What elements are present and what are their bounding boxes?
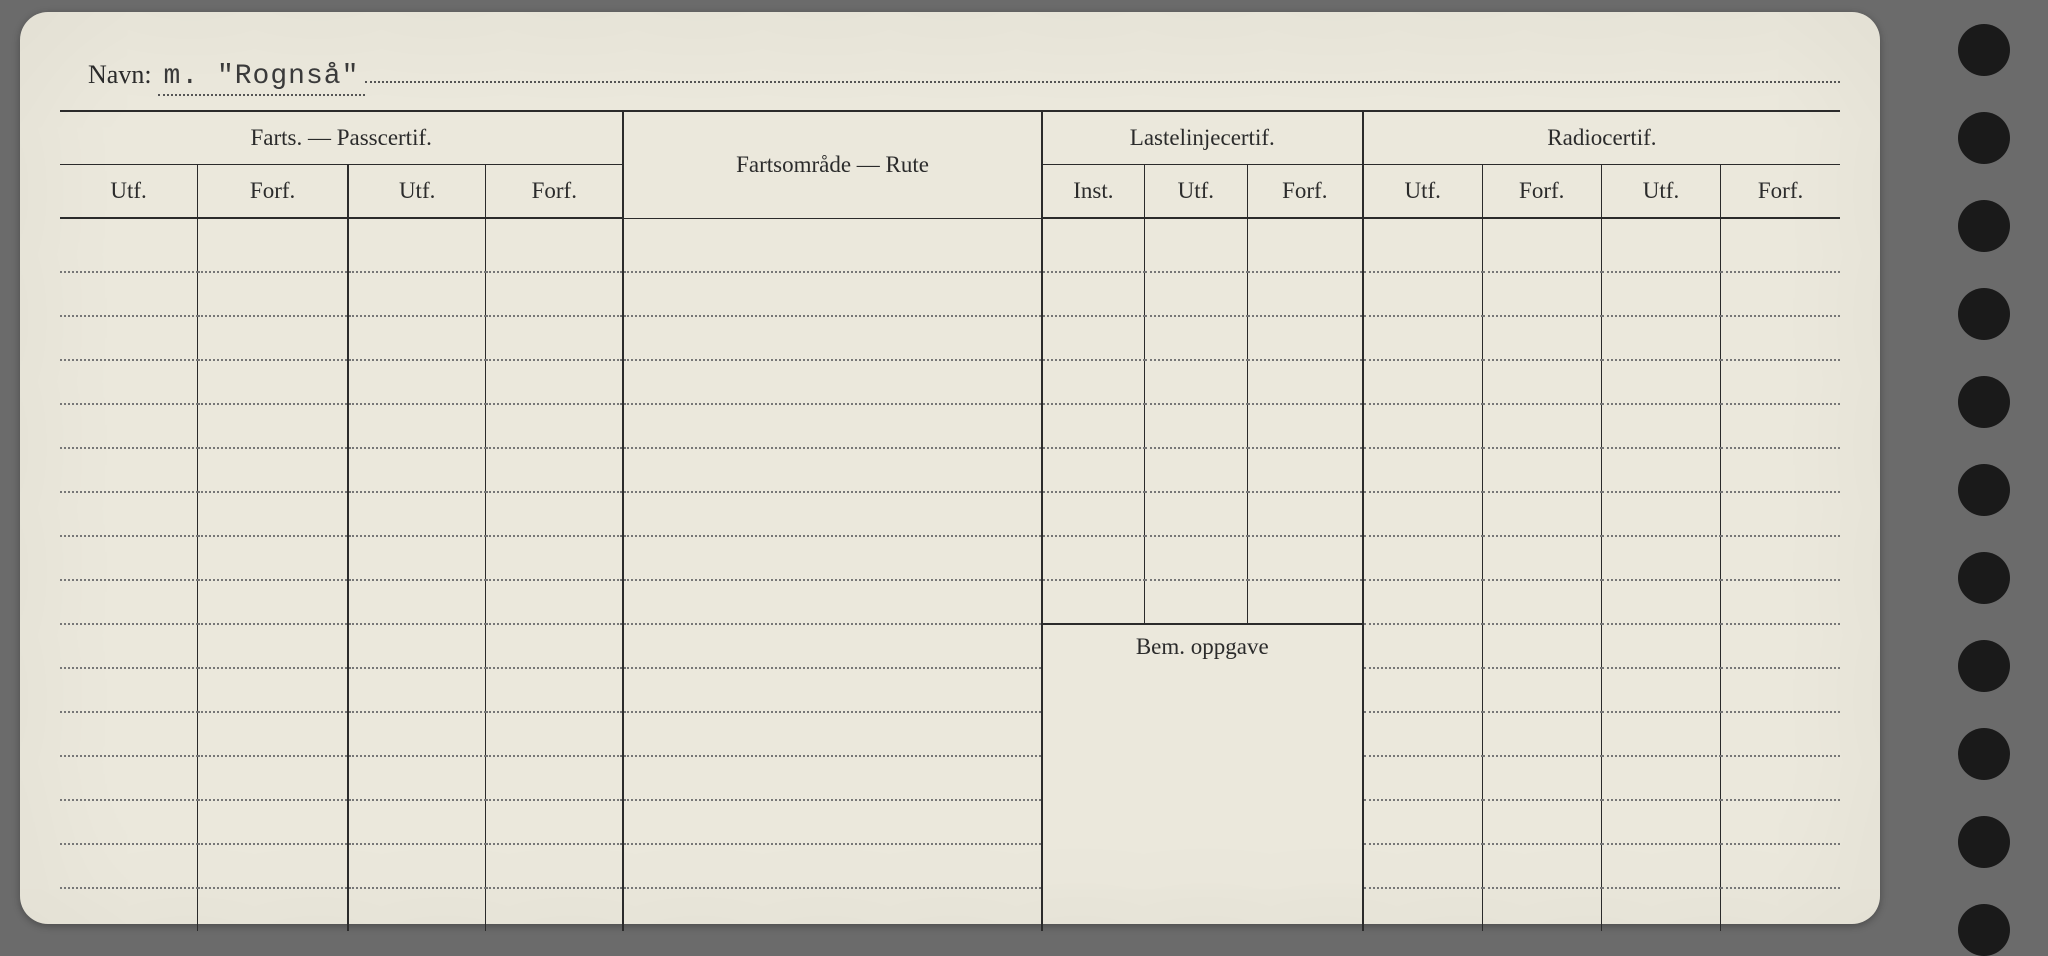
data-row [60,229,1840,272]
data-row [60,580,1840,624]
data-row [60,536,1840,580]
data-row [60,756,1840,800]
record-card: Navn: m. "Rognså" Farts. — Passcertif. [20,12,1880,924]
binder-holes [1958,24,2010,956]
hdr-forf-1: Forf. [198,165,348,219]
header-row-1: Farts. — Passcertif. Fartsområde — Rute … [60,111,1840,165]
hdr-lastelinje: Lastelinjecertif. [1042,111,1363,165]
hdr-forf-5: Forf. [1721,165,1840,219]
data-row [60,712,1840,756]
hdr-forf-4: Forf. [1482,165,1601,219]
bem-oppgave-row: Bem. oppgave [60,624,1840,668]
form-table-wrap: Farts. — Passcertif. Fartsområde — Rute … [60,110,1840,898]
hdr-utf-3: Utf. [1144,165,1247,219]
hdr-utf-2: Utf. [348,165,486,219]
hdr-fartsomrade: Fartsområde — Rute [623,111,1041,218]
hdr-radio: Radiocertif. [1363,111,1840,165]
binder-hole [1958,904,2010,956]
binder-hole [1958,376,2010,428]
hdr-farts-pass: Farts. — Passcertif. [60,111,623,165]
bem-oppgave-area [1042,668,1363,931]
binder-hole [1958,816,2010,868]
binder-hole [1958,552,2010,604]
navn-label: Navn: [88,60,152,90]
hdr-forf-3: Forf. [1247,165,1363,219]
hdr-forf-2: Forf. [486,165,624,219]
data-body: Bem. oppgave [60,229,1840,931]
data-row [60,360,1840,404]
data-row [60,492,1840,536]
form-table: Farts. — Passcertif. Fartsområde — Rute … [60,110,1840,931]
data-row [60,272,1840,316]
navn-dotted-fill [365,52,1840,83]
binder-hole [1958,112,2010,164]
binder-hole [1958,200,2010,252]
binder-hole [1958,464,2010,516]
navn-value: m. "Rognså" [158,61,366,96]
data-row [60,888,1840,931]
gap-row [60,218,1840,229]
binder-hole [1958,288,2010,340]
data-row [60,844,1840,888]
hdr-inst: Inst. [1042,165,1145,219]
hdr-utf-5: Utf. [1601,165,1720,219]
hdr-utf-1: Utf. [60,165,198,219]
binder-hole [1958,24,2010,76]
data-row [60,448,1840,492]
navn-row: Navn: m. "Rognså" [88,52,1840,92]
binder-hole [1958,640,2010,692]
data-row [60,668,1840,712]
data-row [60,316,1840,360]
bem-oppgave-label: Bem. oppgave [1042,624,1363,668]
data-row [60,800,1840,844]
binder-hole [1958,728,2010,780]
hdr-utf-4: Utf. [1363,165,1482,219]
data-row [60,404,1840,448]
